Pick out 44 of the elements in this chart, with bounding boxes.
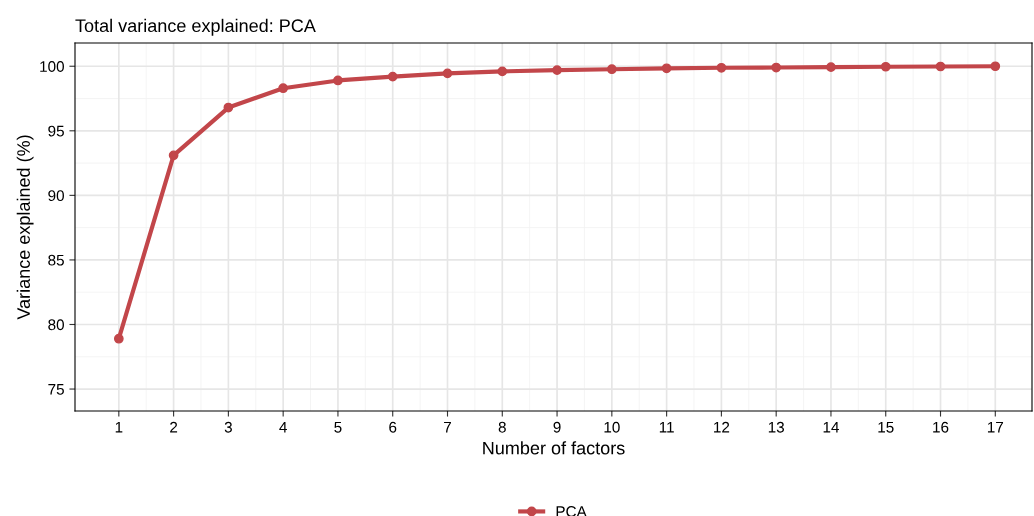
x-tick-label: 17	[987, 421, 1004, 433]
x-tick-label: 1	[115, 421, 123, 433]
point	[880, 61, 891, 72]
point	[223, 102, 234, 113]
x-tick-label: 12	[714, 421, 730, 433]
y-tick-label: 80	[48, 319, 64, 331]
point	[333, 75, 343, 86]
x-tick-label: 6	[389, 421, 397, 433]
y-tick-label: 100	[40, 61, 64, 72]
point	[990, 61, 1001, 72]
x-tick-label: 5	[334, 421, 342, 433]
legend-label: PCA	[556, 506, 587, 516]
x-tick-label: 8	[498, 421, 506, 433]
chart-title: Total variance explained: PCA	[75, 18, 316, 36]
x-tick-label: 14	[823, 421, 840, 433]
point	[716, 62, 727, 73]
point	[826, 62, 836, 73]
y-tick-label: 85	[48, 254, 64, 266]
point	[497, 66, 508, 77]
x-tick-label: 13	[768, 421, 785, 433]
point	[771, 62, 782, 73]
x-tick-label: 2	[170, 421, 178, 433]
point	[442, 68, 453, 79]
y-tick-label: 75	[48, 384, 64, 395]
point	[168, 150, 179, 161]
y-tick-label: 90	[48, 190, 64, 202]
point	[552, 65, 562, 75]
x-tick-label: 9	[553, 421, 561, 433]
point	[606, 64, 617, 75]
x-tick-label: 3	[224, 421, 232, 433]
point	[278, 83, 289, 94]
x-tick-label: 7	[444, 421, 451, 433]
x-tick-label: 11	[659, 421, 674, 433]
x-tick-label: 4	[279, 421, 287, 433]
point	[387, 71, 398, 82]
x-tick-label: 10	[604, 421, 620, 433]
point	[661, 63, 672, 74]
x-tick-label: 16	[933, 421, 949, 433]
y-axis-title: Variance explained (%)	[16, 135, 34, 320]
y-tick-label: 95	[48, 125, 64, 137]
x-tick-label: 15	[878, 421, 894, 433]
point	[113, 333, 124, 344]
point	[935, 61, 946, 72]
x-axis-title: Number of factors	[483, 441, 625, 455]
